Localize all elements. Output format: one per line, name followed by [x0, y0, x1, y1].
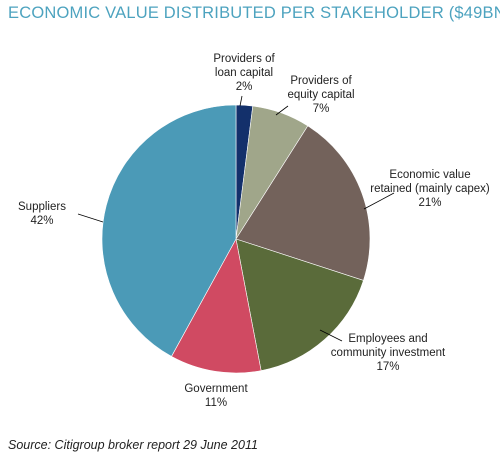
slice-label-line: Economic value [389, 169, 471, 181]
slice-label-equity-capital: Providers of equity capital 7% [280, 74, 362, 116]
slice-label-economic-value-retained: Economic value retained (mainly capex) 2… [362, 168, 498, 210]
slice-label-line: community investment [330, 347, 446, 359]
slice-label-line: Providers of [290, 75, 352, 87]
slice-label-government: Government 11% [172, 382, 260, 410]
slice-label-line: equity capital [287, 89, 355, 101]
slice-percent: 7% [312, 103, 330, 115]
slice-label-line: Employees and [348, 333, 428, 345]
source-note: Source: Citigroup broker report 29 June … [8, 438, 258, 452]
chart-title: ECONOMIC VALUE DISTRIBUTED PER STAKEHOLD… [8, 4, 500, 22]
slice-percent: 42% [30, 215, 54, 227]
slice-label-line: Providers of [213, 53, 275, 65]
slice-label-loan-capital: Providers of loan capital 2% [205, 52, 283, 94]
slice-percent: 2% [235, 81, 253, 93]
slice-label-line: Government [184, 383, 248, 395]
slice-label-employees-community: Employees and community investment 17% [322, 332, 454, 374]
slice-percent: 11% [204, 397, 228, 409]
leader-line-loan-capital [239, 95, 243, 107]
slice-suppliers [101, 104, 237, 357]
slice-label-suppliers: Suppliers 42% [8, 200, 76, 228]
leader-line-employees-community [319, 329, 343, 342]
slice-employees-community [235, 238, 364, 371]
leader-line-equity-capital [275, 105, 289, 116]
slice-label-line: loan capital [214, 67, 274, 79]
slice-label-line: Suppliers [18, 201, 66, 213]
leader-line-suppliers [77, 213, 104, 223]
slice-percent: 17% [376, 361, 400, 373]
leader-line-economic-value-retained [363, 192, 395, 210]
slice-government [171, 238, 262, 374]
slice-percent: 21% [418, 197, 442, 209]
slice-label-line: retained (mainly capex) [370, 183, 490, 195]
slice-economic-value-retained [235, 125, 371, 281]
